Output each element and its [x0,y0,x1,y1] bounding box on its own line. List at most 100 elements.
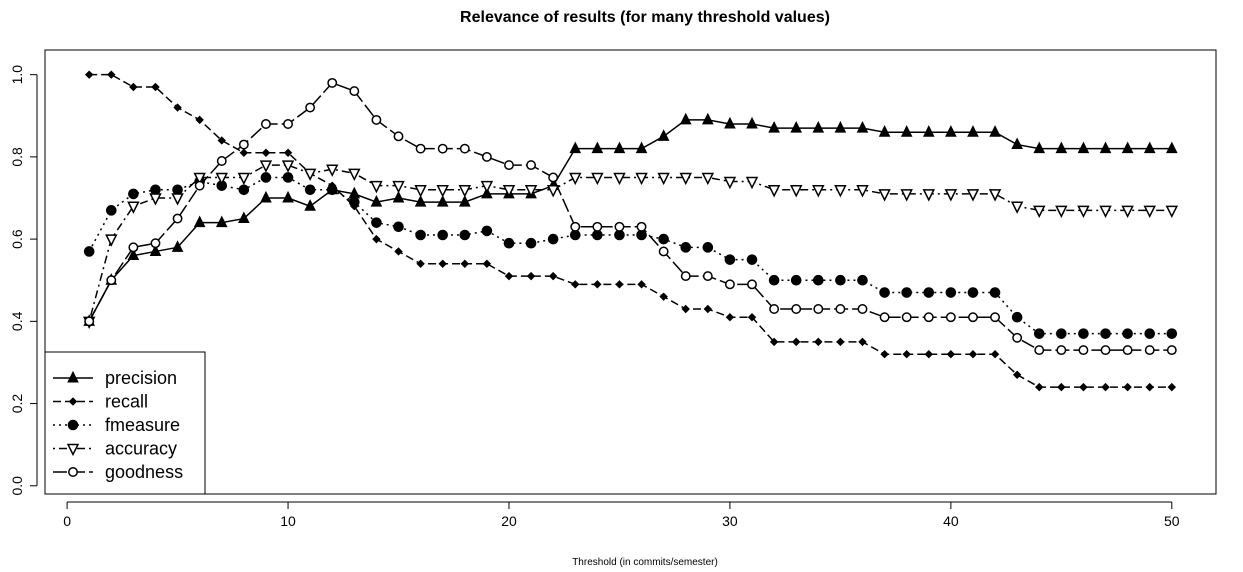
accuracy-point [1165,205,1179,219]
legend-label: precision [105,368,177,388]
precision-point [149,244,162,256]
legend-label: recall [105,392,148,412]
precision-point [900,125,913,137]
fmeasure-point [260,172,272,183]
accuracy-point [966,189,980,202]
fmeasure-point [105,205,117,216]
accuracy-point [657,172,670,186]
precision-point [790,120,803,133]
recall-point [195,115,204,125]
fmeasure-point [1011,311,1023,323]
accuracy-point [105,234,118,247]
accuracy-point [1055,205,1068,219]
precision-point [922,125,935,137]
fmeasure-point [746,254,758,265]
fmeasure-point [1100,328,1111,339]
recall-point [1057,382,1066,392]
goodness-point [636,221,647,232]
goodness-point [548,172,559,183]
accuracy-point [812,185,825,198]
accuracy-point [1143,205,1156,219]
fmeasure-point [525,237,537,249]
accuracy-point [834,185,847,198]
recall-point [239,148,249,157]
accuracy-point [171,193,184,206]
accuracy-point [922,189,935,202]
recall-point [615,280,624,289]
goodness-point [857,304,868,314]
goodness-point [747,279,757,290]
goodness-point [923,312,934,323]
goodness-point [459,143,470,154]
accuracy-point [546,185,560,198]
recall-point [880,350,889,359]
recall-point [902,350,911,359]
series-accuracy [82,160,1179,330]
goodness-point [1166,345,1177,356]
legend-label: accuracy [105,439,177,459]
recall-point [769,337,779,347]
fmeasure-point [128,188,139,200]
recall-point [659,292,668,301]
precision-point [724,116,736,129]
fmeasure-point [923,287,935,298]
recall-point [1101,382,1110,392]
fmeasure-point [238,184,250,196]
accuracy-point [988,189,1002,202]
y-tick-label: 0.8 [9,147,25,167]
goodness-point [504,160,514,171]
precision-point [878,125,891,137]
goodness-point [415,143,426,154]
accuracy-point [569,172,582,186]
accuracy-point [900,189,913,202]
x-tick-label: 0 [63,513,71,529]
goodness-point [1100,345,1111,356]
accuracy-point [856,185,869,198]
x-tick-label: 40 [943,513,959,529]
x-tick-label: 30 [722,513,738,529]
goodness-point [238,139,249,150]
accuracy-point [635,172,648,186]
goodness-point [172,213,183,224]
fmeasure-point [680,242,692,253]
legend-label: goodness [105,462,183,482]
precision-point [569,141,582,154]
accuracy-point [259,160,273,173]
fmeasure-point [967,287,979,298]
recall-point [1145,382,1154,392]
goodness-line [88,82,1172,351]
goodness-point [658,246,669,257]
recall-point [217,136,226,145]
fmeasure-point [1144,328,1156,339]
fmeasure-point [945,287,957,298]
x-tick-label: 10 [280,513,296,529]
goodness-point [305,102,316,113]
recall-point [571,280,580,289]
accuracy-point [281,160,295,173]
precision-point [1143,141,1156,154]
fmeasure-point [658,233,669,245]
precision-point [414,194,427,207]
recall-point [681,304,690,314]
recall-point [1079,382,1088,392]
precision-point [392,190,405,203]
goodness-point [901,312,912,323]
fmeasure-point [547,233,559,245]
fmeasure-point [702,242,714,253]
fmeasure-point [724,254,736,265]
recall-point [283,148,293,157]
precision-point [746,116,758,129]
goodness-point [1078,345,1089,356]
fmeasure-point [857,274,868,286]
accuracy-point [1121,205,1134,219]
recall-point [747,313,757,322]
recall-point [1035,382,1044,392]
accuracy-point [679,172,692,186]
recall-point [990,350,1000,359]
legend-item-goodness: goodness [53,462,183,482]
accuracy-point [524,185,538,198]
fmeasure-point [901,287,912,298]
fmeasure-point [326,184,338,196]
precision-point [193,215,206,228]
recall-point [593,280,602,289]
